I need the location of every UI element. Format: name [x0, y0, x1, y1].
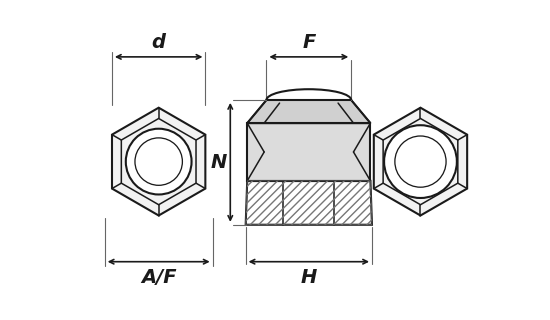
- Text: d: d: [152, 33, 166, 52]
- Polygon shape: [248, 100, 371, 123]
- Polygon shape: [374, 108, 467, 215]
- Text: F: F: [302, 33, 316, 52]
- Text: A/F: A/F: [141, 268, 177, 287]
- Polygon shape: [246, 181, 372, 225]
- Ellipse shape: [126, 129, 191, 195]
- Text: N: N: [211, 153, 227, 172]
- Polygon shape: [383, 118, 458, 205]
- Polygon shape: [122, 118, 196, 205]
- Polygon shape: [248, 123, 371, 181]
- Text: H: H: [301, 268, 317, 287]
- Polygon shape: [112, 108, 205, 215]
- Ellipse shape: [384, 125, 457, 198]
